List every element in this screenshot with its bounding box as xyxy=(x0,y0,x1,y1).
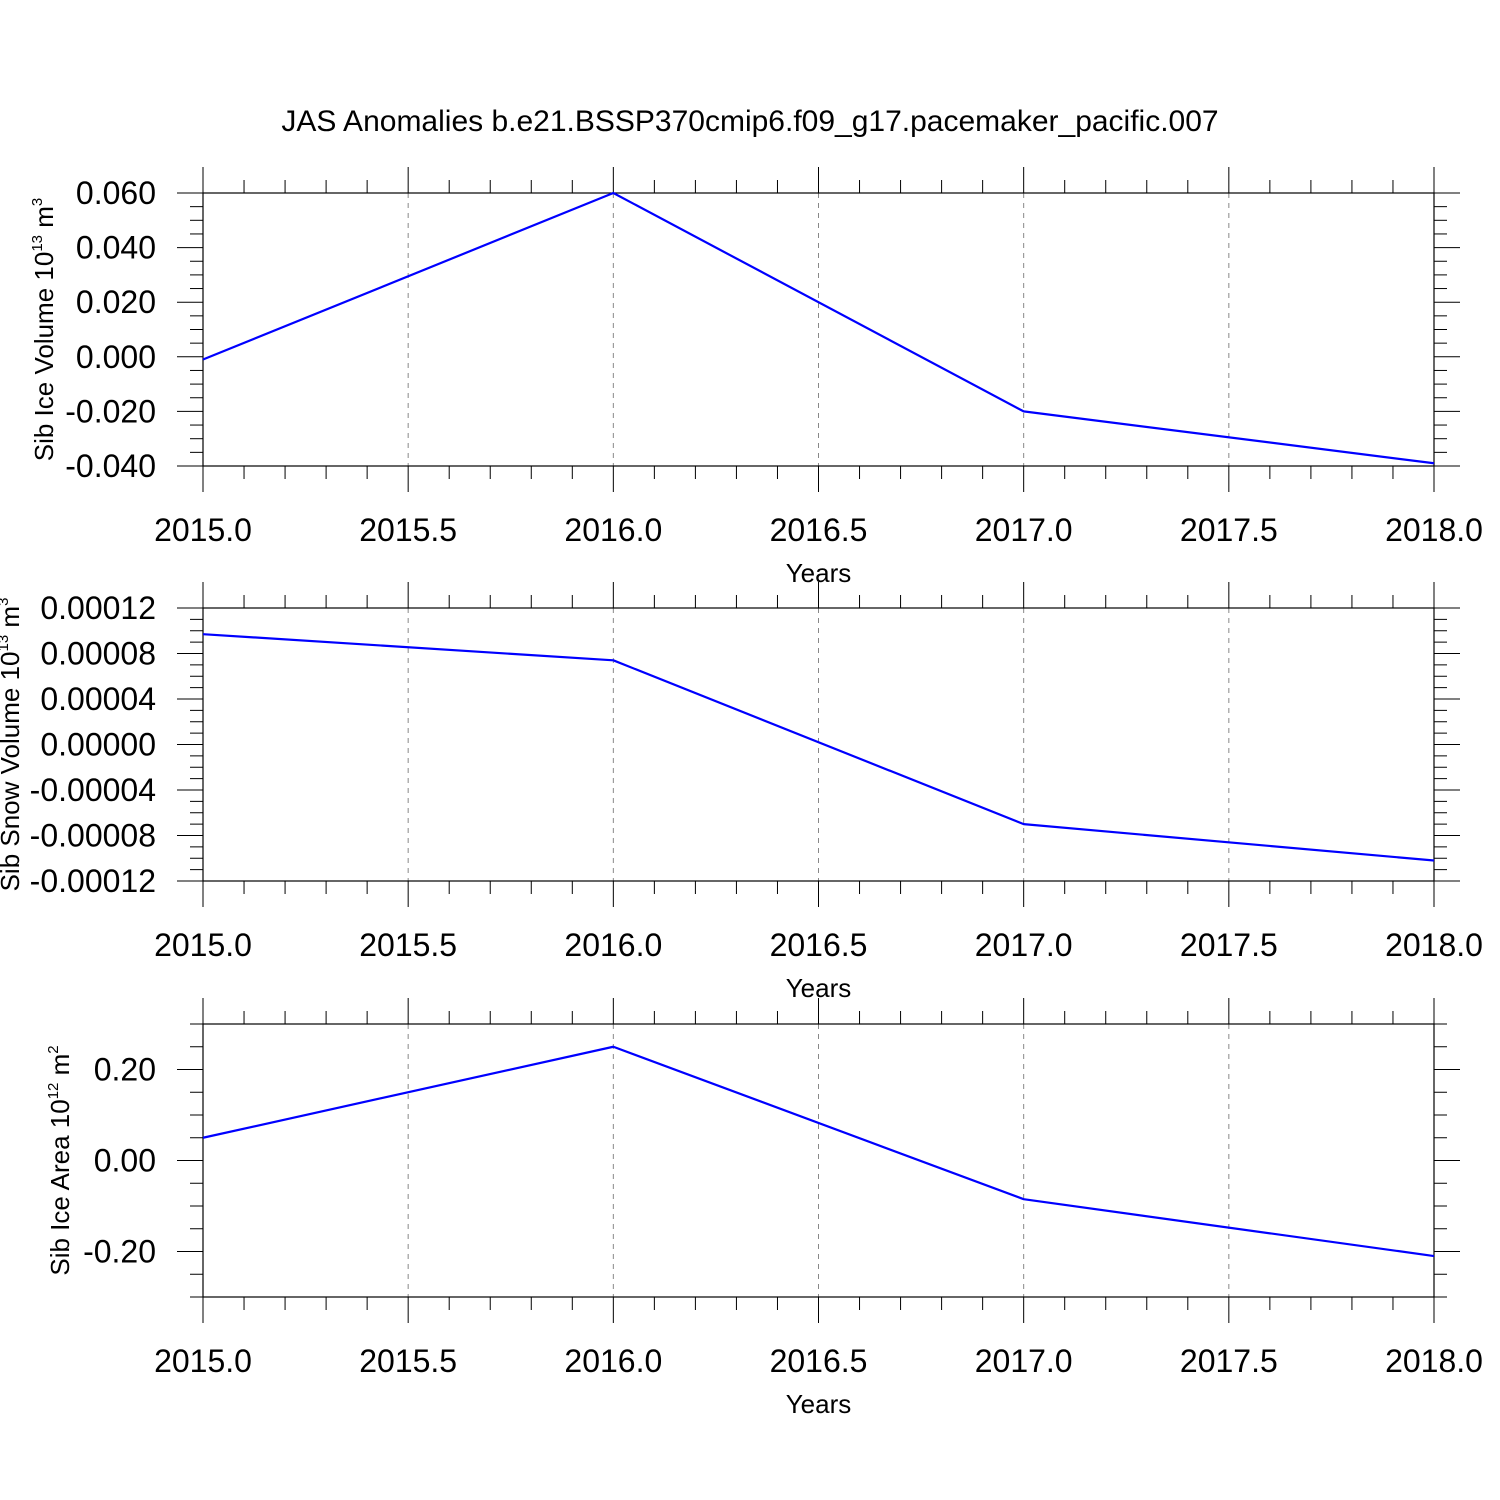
y-axis-title: Sib Ice Volume 1013 m3 xyxy=(29,198,59,462)
y-tick-label: 0.20 xyxy=(94,1052,156,1088)
y-axis-title: Sib Ice Area 1012 m2 xyxy=(45,1045,75,1275)
x-tick-label: 2017.0 xyxy=(975,927,1073,963)
y-tick-label: 0.00008 xyxy=(40,636,156,672)
x-tick-label: 2017.0 xyxy=(975,1343,1073,1379)
x-tick-label: 2016.0 xyxy=(564,512,662,548)
x-tick-label: 2015.0 xyxy=(154,927,252,963)
x-tick-label: 2017.5 xyxy=(1180,512,1278,548)
y-tick-label: -0.00004 xyxy=(30,772,156,808)
y-axis-title-unit-exponent: 3 xyxy=(0,598,12,606)
y-axis-title-unit: m xyxy=(29,206,59,235)
x-tick-label: 2015.5 xyxy=(359,927,457,963)
y-tick-label: 0.040 xyxy=(76,230,156,266)
x-tick-label: 2016.5 xyxy=(770,512,868,548)
x-axis-title: Years xyxy=(786,1389,852,1419)
x-tick-label: 2015.5 xyxy=(359,512,457,548)
x-tick-label: 2015.0 xyxy=(154,512,252,548)
y-axis-title-exponent: 13 xyxy=(0,635,12,652)
y-axis-title-text: Sib Ice Volume 10 xyxy=(29,252,59,462)
x-tick-label: 2015.5 xyxy=(359,1343,457,1379)
y-tick-label: 0.00012 xyxy=(40,590,156,626)
x-tick-label: 2015.0 xyxy=(154,1343,252,1379)
y-axis-title-unit-exponent: 3 xyxy=(29,198,46,206)
x-tick-label: 2018.0 xyxy=(1385,927,1483,963)
series-line xyxy=(202,191,1435,465)
y-tick-label: 0.000 xyxy=(76,339,156,375)
y-axis-title-text: Sib Snow Volume 10 xyxy=(0,651,25,891)
y-tick-label: 0.020 xyxy=(76,284,156,320)
y-axis-title: Sib Snow Volume 1013 m3 xyxy=(0,598,25,892)
y-tick-label: 0.00 xyxy=(94,1143,156,1179)
y-tick-label: -0.00008 xyxy=(30,818,156,854)
y-tick-label: -0.020 xyxy=(65,393,156,429)
x-tick-label: 2018.0 xyxy=(1385,1343,1483,1379)
x-tick-label: 2017.0 xyxy=(975,512,1073,548)
y-axis-title-exponent: 13 xyxy=(29,235,46,252)
x-tick-label: 2016.0 xyxy=(564,927,662,963)
series-line xyxy=(202,1045,1435,1258)
y-axis-title-unit: m xyxy=(45,1054,75,1083)
y-tick-label: -0.00012 xyxy=(30,863,156,899)
y-axis-title-exponent: 12 xyxy=(45,1083,62,1100)
y-tick-label: -0.040 xyxy=(65,448,156,484)
x-tick-label: 2017.5 xyxy=(1180,1343,1278,1379)
y-tick-label: 0.00000 xyxy=(40,727,156,763)
x-tick-label: 2016.5 xyxy=(770,927,868,963)
y-axis-title-unit: m xyxy=(0,606,25,635)
y-tick-label: 0.060 xyxy=(76,175,156,211)
panel-2: 2015.0 2015.5 2016.0 2016.5 2017.0 2017.5 2018… xyxy=(0,582,1483,1003)
panels: 2015.0 2015.5 2016.0 2016.5 2017.0 2017.5 2018… xyxy=(0,167,1483,1419)
panel-3: 2015.0 2015.5 2016.0 2016.5 2017.0 2017.5 2018… xyxy=(45,998,1483,1419)
x-tick-label: 2018.0 xyxy=(1385,512,1483,548)
y-tick-label: 0.00004 xyxy=(40,681,156,717)
x-tick-label: 2016.5 xyxy=(770,1343,868,1379)
y-tick-label: -0.20 xyxy=(83,1234,156,1270)
x-tick-label: 2017.5 xyxy=(1180,927,1278,963)
y-axis-title-unit-exponent: 2 xyxy=(45,1045,62,1053)
chart-title: JAS Anomalies b.e21.BSSP370cmip6.f09_g17… xyxy=(281,105,1218,138)
panel-1: 2015.0 2015.5 2016.0 2016.5 2017.0 2017.5 2018… xyxy=(29,167,1483,588)
y-axis-title-text: Sib Ice Area 10 xyxy=(45,1099,75,1275)
x-tick-label: 2016.0 xyxy=(564,1343,662,1379)
series-line xyxy=(202,633,1435,862)
